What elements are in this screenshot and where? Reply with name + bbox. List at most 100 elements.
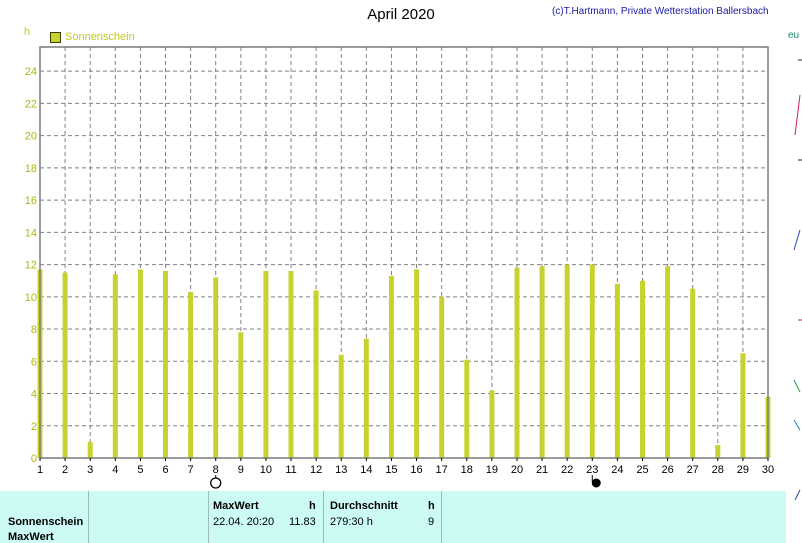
bar-day-28	[715, 445, 720, 458]
y-tick-label: 10	[25, 292, 37, 304]
summary-separator	[208, 491, 209, 543]
bar-day-21	[540, 266, 545, 458]
x-tick-label: 8	[213, 464, 219, 476]
y-tick-label: 18	[25, 163, 37, 175]
x-tick-label: 13	[335, 464, 347, 476]
bar-day-25	[640, 281, 645, 458]
x-tick-label: 21	[536, 464, 548, 476]
x-tick-label: 12	[310, 464, 322, 476]
x-tick-label: 27	[687, 464, 699, 476]
bar-day-14	[364, 339, 369, 458]
bar-day-7	[188, 292, 193, 458]
y-tick-label: 8	[31, 324, 37, 336]
bar-day-19	[489, 390, 494, 458]
bar-day-16	[414, 269, 419, 458]
y-tick-label: 16	[25, 195, 37, 207]
y-tick-label: 6	[31, 356, 37, 368]
x-tick-label: 28	[712, 464, 724, 476]
summary-separator	[441, 491, 442, 543]
x-tick-label: 16	[410, 464, 422, 476]
x-tick-label: 29	[737, 464, 749, 476]
adjacent-chart-fragments	[786, 0, 802, 543]
x-tick-label: 9	[238, 464, 244, 476]
bar-day-20	[515, 268, 520, 458]
max-header: MaxWert	[213, 500, 259, 512]
summary-separator	[88, 491, 89, 543]
y-tick-label: 14	[25, 227, 37, 239]
avg-unit: h	[428, 500, 435, 512]
bar-day-26	[665, 266, 670, 458]
x-tick-label: 24	[611, 464, 623, 476]
x-tick-label: 17	[436, 464, 448, 476]
max-value: 11.83	[289, 516, 316, 528]
row-label-maxwert: MaxWert	[8, 531, 54, 543]
y-tick-label: 20	[25, 131, 37, 143]
y-tick-label: 2	[31, 421, 37, 433]
avg-total: 279:30 h	[330, 516, 373, 528]
row-label-sonnenschein: Sonnenschein	[8, 516, 83, 528]
y-tick-label: 4	[31, 389, 37, 401]
x-tick-label: 5	[137, 464, 143, 476]
x-tick-label: 19	[486, 464, 498, 476]
summary-separator	[323, 491, 324, 543]
bar-day-15	[389, 276, 394, 458]
avg-header: Durchschnitt	[330, 500, 398, 512]
legend-label: Sonnenschein	[65, 31, 135, 43]
max-date: 22.04. 20:20	[213, 516, 274, 528]
x-tick-label: 30	[762, 464, 774, 476]
bar-day-6	[163, 271, 168, 458]
x-tick-label: 15	[385, 464, 397, 476]
bar-day-22	[565, 265, 570, 458]
bar-day-8	[213, 278, 218, 459]
x-tick-label: 22	[561, 464, 573, 476]
summary-panel: Sonnenschein MaxWert MaxWert h 22.04. 20…	[0, 491, 786, 543]
x-tick-label: 20	[511, 464, 523, 476]
legend: Sonnenschein	[50, 31, 135, 43]
adjacent-chart-strip: eu	[786, 0, 802, 543]
bar-day-9	[238, 332, 243, 458]
bar-day-24	[615, 284, 620, 458]
bar-day-18	[464, 360, 469, 458]
x-tick-label: 7	[188, 464, 194, 476]
full-moon-icon	[211, 478, 221, 488]
bar-day-11	[289, 271, 294, 458]
x-tick-label: 3	[87, 464, 93, 476]
y-tick-label: 24	[25, 66, 37, 78]
x-tick-label: 23	[586, 464, 598, 476]
y-tick-label: 12	[25, 260, 37, 272]
credit-text: (c)T.Hartmann, Private Wetterstation Bal…	[552, 6, 769, 17]
new-moon-icon	[592, 479, 600, 487]
x-tick-label: 1	[37, 464, 43, 476]
legend-swatch	[50, 32, 61, 43]
x-tick-label: 25	[636, 464, 648, 476]
chart-grid	[40, 47, 768, 458]
moon-phase-markers	[211, 475, 601, 488]
bar-day-23	[590, 265, 595, 458]
x-tick-label: 18	[461, 464, 473, 476]
bar-day-17	[439, 297, 444, 458]
bar-day-29	[740, 353, 745, 458]
x-tick-label: 11	[285, 464, 296, 476]
bar-day-4	[113, 274, 118, 458]
bar-day-3	[88, 442, 93, 458]
x-axis-ticks: 1 2 3 4 5 6 7 8 9 10 11 12 13 14 15 16 17 18 19 20 21 22 23 24 2…	[37, 458, 774, 476]
bar-day-12	[314, 290, 319, 458]
y-tick-label: 22	[25, 98, 37, 110]
x-tick-label: 10	[260, 464, 272, 476]
bar-day-10	[263, 271, 268, 458]
x-tick-label: 14	[360, 464, 372, 476]
bar-day-27	[690, 289, 695, 458]
x-tick-label: 26	[661, 464, 673, 476]
plot-frame	[40, 47, 768, 458]
x-tick-label: 4	[112, 464, 118, 476]
bar-day-2	[63, 273, 68, 458]
y-axis-unit: h	[24, 26, 30, 38]
max-unit: h	[309, 500, 316, 512]
avg-value: 9	[428, 516, 434, 528]
x-tick-label: 2	[62, 464, 68, 476]
bar-day-5	[138, 269, 143, 458]
x-tick-label: 6	[162, 464, 168, 476]
bar-day-13	[339, 355, 344, 458]
